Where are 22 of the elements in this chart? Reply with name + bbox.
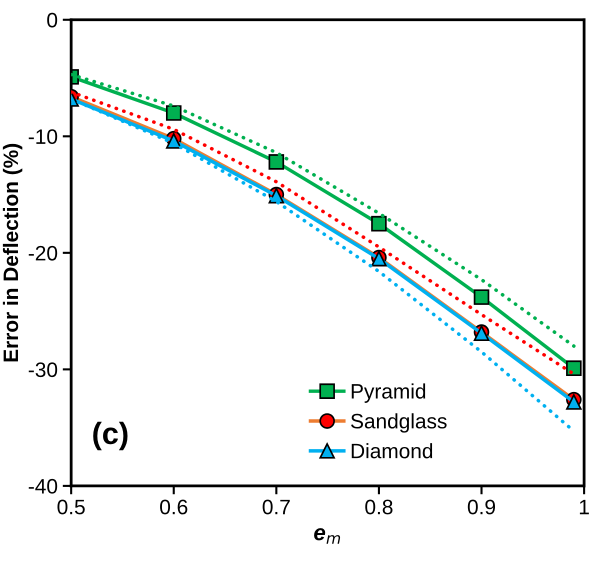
legend-label: Diamond bbox=[352, 443, 432, 458]
point bbox=[566, 360, 582, 376]
y-tick-label: -10 bbox=[28, 129, 58, 144]
x-tick-label: 0.9 bbox=[468, 500, 496, 514]
y-tick-label: -20 bbox=[28, 246, 58, 261]
y-tick-label: -30 bbox=[28, 362, 58, 378]
y-tick-label: -40 bbox=[28, 478, 58, 494]
x-tick-label: 0.7 bbox=[262, 500, 290, 514]
annotation: (c) bbox=[93, 422, 128, 450]
legend-label: Pyramid bbox=[352, 383, 426, 403]
point bbox=[166, 105, 182, 121]
legend-label: Sandglass bbox=[351, 413, 447, 433]
x-tick-label: 1 bbox=[580, 500, 589, 514]
x-tick-label: 0.5 bbox=[57, 500, 85, 514]
point bbox=[268, 154, 284, 170]
x-tick-label: 0.8 bbox=[365, 500, 393, 514]
point bbox=[371, 216, 387, 232]
x-tick-label: 0.6 bbox=[160, 500, 188, 514]
point bbox=[474, 289, 490, 305]
y-tick-label: 0 bbox=[47, 12, 58, 28]
x-axis-title: e$_{m}$ bbox=[314, 528, 340, 544]
y-axis-title: Error in Deflection (%) bbox=[2, 144, 22, 362]
